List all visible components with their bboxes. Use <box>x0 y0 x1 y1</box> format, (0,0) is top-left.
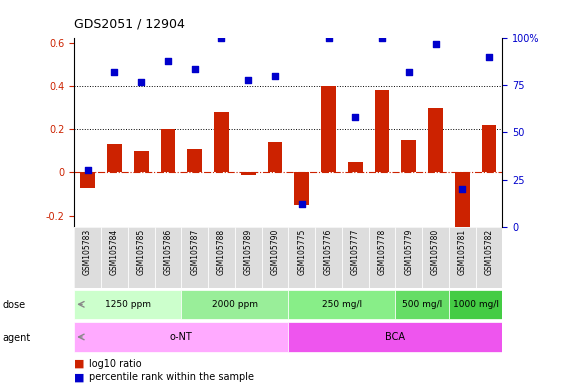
Bar <box>81 172 95 188</box>
Bar <box>342 227 369 288</box>
Text: GSM105777: GSM105777 <box>351 228 360 275</box>
Bar <box>268 142 282 172</box>
Bar <box>395 290 449 319</box>
Point <box>458 186 467 192</box>
Text: GSM105778: GSM105778 <box>377 228 387 275</box>
Text: 1250 ppm: 1250 ppm <box>104 300 151 309</box>
Bar <box>449 227 476 288</box>
Bar <box>160 129 175 172</box>
Bar <box>449 290 502 319</box>
Text: GSM105789: GSM105789 <box>244 228 253 275</box>
Point <box>163 58 172 64</box>
Bar <box>482 125 496 172</box>
Text: GSM105790: GSM105790 <box>271 228 279 275</box>
Point <box>404 69 413 75</box>
Bar <box>187 149 202 172</box>
Text: GSM105779: GSM105779 <box>404 228 413 275</box>
Text: GDS2051 / 12904: GDS2051 / 12904 <box>74 18 185 31</box>
Text: GSM105776: GSM105776 <box>324 228 333 275</box>
Point <box>136 79 146 85</box>
Bar <box>401 140 416 172</box>
Bar <box>295 172 309 205</box>
Point <box>377 35 387 41</box>
Bar <box>395 227 422 288</box>
Bar <box>288 322 502 352</box>
Bar <box>134 151 148 172</box>
Bar <box>182 227 208 288</box>
Text: GSM105786: GSM105786 <box>163 228 172 275</box>
Text: GSM105782: GSM105782 <box>485 228 493 275</box>
Bar <box>74 290 182 319</box>
Bar <box>241 172 256 175</box>
Text: GSM105780: GSM105780 <box>431 228 440 275</box>
Bar <box>128 227 155 288</box>
Bar <box>74 322 288 352</box>
Bar <box>107 144 122 172</box>
Text: GSM105783: GSM105783 <box>83 228 92 275</box>
Bar <box>235 227 262 288</box>
Bar <box>428 108 443 172</box>
Point <box>83 167 92 173</box>
Point <box>351 114 360 121</box>
Bar <box>74 227 101 288</box>
Bar <box>476 227 502 288</box>
Text: o-NT: o-NT <box>170 332 192 342</box>
Point <box>297 201 306 207</box>
Text: ■: ■ <box>74 359 85 369</box>
Bar <box>315 227 342 288</box>
Text: log10 ratio: log10 ratio <box>89 359 141 369</box>
Bar <box>348 162 363 172</box>
Text: dose: dose <box>3 300 26 310</box>
Bar <box>422 227 449 288</box>
Point <box>217 35 226 41</box>
Text: GSM105781: GSM105781 <box>458 228 467 275</box>
Text: GSM105784: GSM105784 <box>110 228 119 275</box>
Point <box>431 41 440 47</box>
Text: 250 mg/l: 250 mg/l <box>322 300 362 309</box>
Bar <box>182 290 288 319</box>
Point <box>110 69 119 75</box>
Point <box>244 77 253 83</box>
Bar <box>101 227 128 288</box>
Text: ■: ■ <box>74 372 85 382</box>
Point <box>271 73 280 79</box>
Text: GSM105775: GSM105775 <box>297 228 306 275</box>
Bar <box>155 227 182 288</box>
Bar <box>321 86 336 172</box>
Bar <box>369 227 395 288</box>
Point <box>485 54 494 60</box>
Text: GSM105788: GSM105788 <box>217 228 226 275</box>
Bar <box>288 290 395 319</box>
Bar <box>208 227 235 288</box>
Text: agent: agent <box>3 333 31 343</box>
Bar <box>375 90 389 172</box>
Bar <box>262 227 288 288</box>
Text: 500 mg/l: 500 mg/l <box>402 300 443 309</box>
Text: BCA: BCA <box>385 332 405 342</box>
Point <box>324 35 333 41</box>
Text: GSM105787: GSM105787 <box>190 228 199 275</box>
Bar <box>455 172 470 227</box>
Text: 2000 ppm: 2000 ppm <box>212 300 258 309</box>
Text: 1000 mg/l: 1000 mg/l <box>453 300 498 309</box>
Point <box>190 65 199 71</box>
Text: GSM105785: GSM105785 <box>136 228 146 275</box>
Text: percentile rank within the sample: percentile rank within the sample <box>89 372 254 382</box>
Bar <box>214 112 229 172</box>
Bar <box>288 227 315 288</box>
